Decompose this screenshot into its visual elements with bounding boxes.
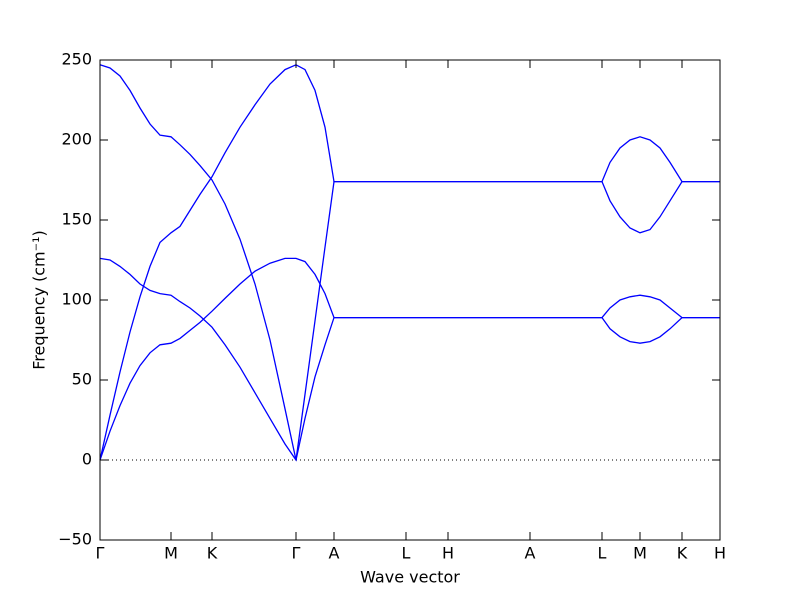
x-tick-label: A	[525, 544, 536, 563]
y-axis-label: Frequency (cm⁻¹)	[30, 230, 49, 369]
x-tick-label: L	[598, 544, 607, 563]
y-tick-label: 250	[61, 50, 92, 69]
y-tick-label: 200	[61, 130, 92, 149]
y-tick-label: 50	[72, 370, 92, 389]
x-tick-label: K	[677, 544, 688, 563]
x-tick-label: K	[207, 544, 218, 563]
x-tick-label: Γ	[96, 544, 105, 563]
x-tick-label: H	[442, 544, 454, 563]
y-tick-label: −50	[58, 530, 92, 549]
x-tick-label: M	[164, 544, 178, 563]
y-tick-label: 150	[61, 210, 92, 229]
band-line	[99, 257, 720, 461]
band-line	[99, 257, 720, 462]
y-tick-label: 0	[82, 450, 92, 469]
y-tick-label: 100	[61, 290, 92, 309]
x-tick-label: L	[402, 544, 411, 563]
x-tick-label: H	[714, 544, 726, 563]
x-tick-label: Γ	[292, 544, 301, 563]
x-tick-label: A	[329, 544, 340, 563]
x-axis-label: Wave vector	[360, 568, 460, 587]
x-tick-label: M	[633, 544, 647, 563]
plot-frame	[99, 59, 721, 541]
